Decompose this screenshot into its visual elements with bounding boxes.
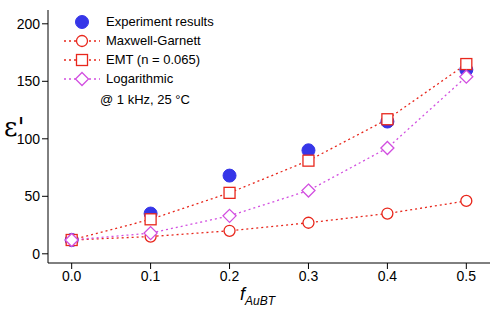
svg-text:50: 50: [24, 188, 40, 204]
html-text:fAuBT: fAuBT: [240, 284, 275, 308]
svg-text:0.5: 0.5: [457, 268, 477, 284]
svg-text:100: 100: [16, 130, 40, 147]
html-text:Experiment results: Experiment results: [106, 14, 214, 29]
html-text:Maxwell-Garnett: Maxwell-Garnett: [106, 33, 201, 48]
html-text:EMT (n = 0.065): EMT (n = 0.065): [106, 52, 201, 67]
svg-text:0.2: 0.2: [220, 268, 240, 284]
svg-text:0.3: 0.3: [299, 268, 319, 284]
svg-text:0: 0: [32, 246, 40, 262]
html-text:Logarithmic: Logarithmic: [106, 71, 174, 86]
svg-text:200: 200: [17, 16, 41, 32]
html-text:@ 1 kHz, 25 °C: @ 1 kHz, 25 °C: [100, 92, 190, 107]
svg-text:150: 150: [17, 73, 41, 89]
html-text:ε': ε': [4, 112, 25, 142]
svg-text:0.4: 0.4: [378, 268, 398, 284]
svg-text:0.1: 0.1: [141, 268, 161, 284]
svg-text:0.0: 0.0: [62, 268, 82, 284]
